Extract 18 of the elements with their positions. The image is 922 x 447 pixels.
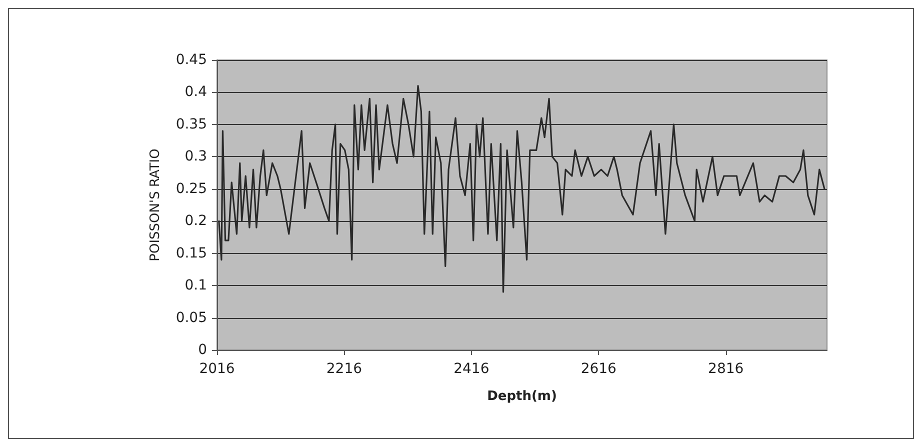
y-tick-label: 0.3 [184, 148, 207, 165]
y-tick-label: 0.15 [176, 245, 207, 262]
y-tick-label: 0.45 [176, 52, 207, 68]
y-tick-label: 0.25 [176, 180, 207, 197]
y-axis-title: POISSON'S RATIO [148, 148, 163, 262]
line-series [218, 84, 826, 293]
y-tick-label: 0.4 [184, 84, 208, 100]
y-tick-label: 0 [198, 342, 207, 358]
x-tick-label: 2216 [326, 361, 362, 377]
x-tick-label: 2816 [708, 361, 744, 377]
x-axis-title: Depth(m) [487, 389, 557, 404]
y-tick-label: 0.2 [184, 213, 207, 230]
y-tick-label: 0.35 [176, 116, 207, 132]
x-tick-label: 2616 [580, 361, 617, 377]
x-tick-label: 2416 [454, 361, 490, 377]
y-tick-label: 0.05 [176, 310, 207, 326]
x-tick-label: 2016 [199, 361, 235, 377]
y-tick-label: 0.1 [184, 278, 207, 294]
